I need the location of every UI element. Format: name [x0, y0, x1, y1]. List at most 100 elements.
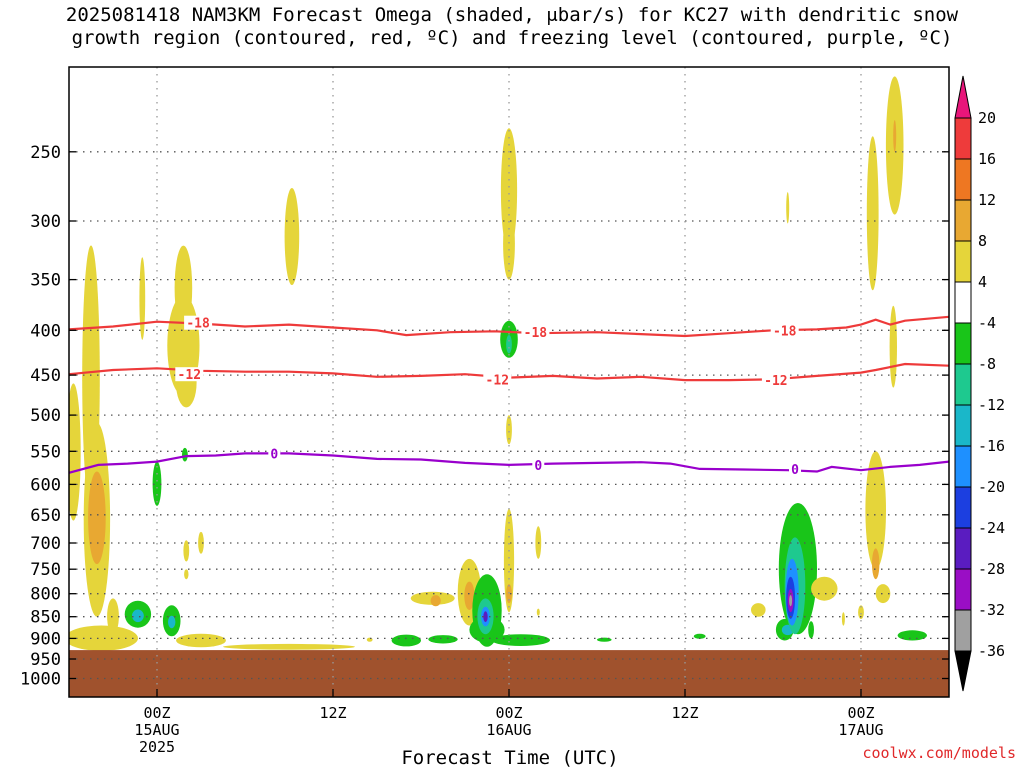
omega-cell-23	[391, 634, 421, 647]
contour-label-bg	[532, 457, 545, 472]
omega-cell-33	[483, 611, 488, 623]
omega-cell-17	[183, 540, 190, 562]
x-tick-label-h36-0: 12Z	[671, 704, 698, 722]
site-credit: coolwx.com/models	[862, 744, 1016, 762]
y-tick-label-250: 250	[30, 143, 61, 163]
omega-cell-58	[841, 612, 845, 626]
contour-label-dgz-12: -12	[764, 374, 787, 389]
temperature-contours: -18 -18 -18 -12 -12 -12 0 0 0	[69, 315, 949, 478]
y-tick-label-550: 550	[30, 442, 61, 462]
omega-colorbar: 20 16 12 8 4 -4 -8 -12 -16 -20 -24 -28 -32 -36	[954, 75, 1005, 692]
contour-label-dgz-12: -12	[178, 368, 201, 383]
omega-cell-36	[503, 208, 515, 280]
omega-cell-34	[491, 634, 550, 646]
contour-label-freezing-0: 0	[791, 463, 799, 478]
colorbar-bin	[954, 609, 972, 652]
colorbar-bin	[954, 486, 972, 529]
x-tick-label-h24-1: 16AUG	[486, 721, 531, 739]
y-tick-label-1000: 1000	[20, 670, 61, 690]
colorbar-label: 12	[978, 191, 996, 209]
y-tick-label-800: 800	[30, 585, 61, 605]
y-tick-label-750: 750	[30, 560, 61, 580]
omega-cell-16	[176, 633, 226, 648]
omega-cell-60	[865, 451, 886, 570]
y-tick-label-400: 400	[30, 321, 61, 341]
contour-label-bg	[770, 323, 799, 338]
colorbar-bin	[954, 568, 972, 611]
colorbar-under-arrow	[954, 650, 972, 692]
colorbar-bin	[954, 117, 972, 160]
colorbar-label: -24	[978, 519, 1005, 537]
x-axis-label: Forecast Time (UTC)	[401, 747, 618, 768]
x-tick-label-h12-0: 12Z	[319, 704, 346, 722]
omega-cell-28	[464, 581, 475, 610]
contour-dgz-18	[69, 315, 949, 338]
contour-label-freezing-0: 0	[270, 447, 278, 462]
colorbar-bin	[954, 281, 972, 324]
colorbar-bin	[954, 322, 972, 365]
contour-label-dgz-18: -18	[524, 326, 548, 341]
contour-label-bg	[175, 367, 204, 382]
x-tick-label-h0-1: 15AUG	[134, 721, 179, 739]
omega-cell-18	[184, 569, 189, 580]
colorbar-bin	[954, 199, 972, 242]
omega-cell-61	[872, 548, 880, 580]
colorbar-label: 4	[978, 273, 987, 291]
omega-cell-41	[506, 584, 512, 604]
omega-cell-22	[366, 637, 373, 642]
colorbar-label: -16	[978, 437, 1005, 455]
omega-cell-43	[536, 608, 540, 616]
colorbar-label: 20	[978, 109, 996, 127]
chart-title-line-2: growth region (contoured, red, ºC) and f…	[71, 27, 953, 49]
y-tick-label-450: 450	[30, 366, 61, 386]
omega-cell-15	[182, 447, 188, 462]
y-tick-label-950: 950	[30, 650, 61, 670]
omega-cell-66	[875, 584, 891, 604]
grid-lines	[69, 67, 949, 697]
omega-cell-11	[168, 615, 176, 629]
omega-cell-46	[751, 603, 766, 617]
contour-label-bg	[521, 325, 550, 340]
omega-cell-59	[866, 136, 879, 291]
omega-cell-8	[132, 609, 144, 623]
omega-cell-47	[786, 192, 790, 224]
colorbar-label: -4	[978, 314, 996, 332]
omega-cell-26	[430, 595, 441, 607]
colorbar-label: -8	[978, 355, 996, 373]
pressure-axis: 2503003504004505005506006507007508008509…	[20, 143, 949, 690]
colorbar-label: -28	[978, 560, 1005, 578]
contour-label-bg	[184, 315, 213, 330]
contour-label-bg	[761, 373, 790, 388]
x-tick-label-h24-0: 00Z	[495, 704, 522, 722]
omega-cell-67	[897, 630, 927, 641]
contour-label-bg	[789, 461, 801, 476]
y-tick-label-650: 650	[30, 506, 61, 526]
y-tick-label-600: 600	[30, 475, 61, 495]
omega-cell-21	[284, 188, 300, 285]
omega-cell-64	[893, 120, 897, 152]
omega-cell-19	[198, 531, 204, 554]
contour-freezing-0	[69, 452, 949, 474]
contour-label-dgz-18: -18	[773, 324, 797, 339]
omega-cell-4	[69, 625, 138, 651]
y-tick-label-700: 700	[30, 534, 61, 554]
x-tick-label-h0-0: 00Z	[143, 704, 170, 722]
y-tick-label-850: 850	[30, 608, 61, 628]
colorbar-bin	[954, 158, 972, 201]
contour-label-freezing-0: 0	[534, 459, 542, 474]
colorbar-label: -32	[978, 601, 1005, 619]
contour-dgz-12	[69, 362, 949, 382]
omega-cell-0	[69, 383, 81, 521]
y-tick-label-900: 900	[30, 629, 61, 649]
omega-cell-62	[858, 605, 864, 619]
omega-cell-6	[139, 257, 146, 340]
colorbar-label: -20	[978, 478, 1005, 496]
omega-cell-40	[503, 508, 515, 613]
colorbar-label: 16	[978, 150, 996, 168]
colorbar-bin	[954, 527, 972, 570]
omega-cell-24	[428, 635, 458, 644]
contour-label-dgz-18: -18	[186, 317, 210, 332]
omega-shading	[69, 76, 927, 651]
omega-cell-39	[506, 415, 512, 445]
